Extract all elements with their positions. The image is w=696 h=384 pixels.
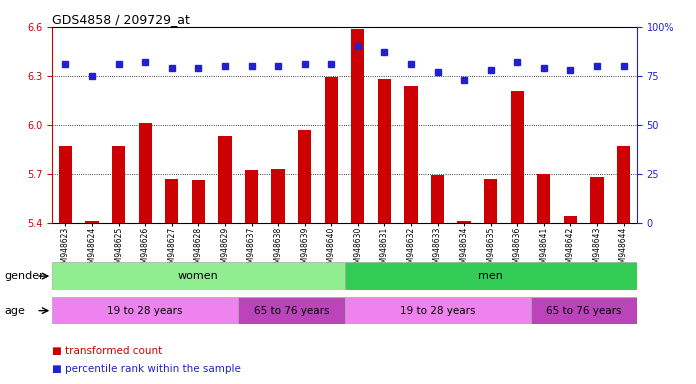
Text: 19 to 28 years: 19 to 28 years: [107, 306, 183, 316]
Bar: [298, 130, 311, 223]
Bar: [351, 28, 365, 223]
Bar: [617, 146, 630, 223]
Bar: [457, 221, 470, 223]
Bar: [238, 297, 345, 324]
Bar: [191, 180, 205, 223]
Bar: [404, 86, 418, 223]
Bar: [59, 146, 72, 223]
Text: ■ transformed count: ■ transformed count: [52, 346, 162, 356]
Bar: [271, 169, 285, 223]
Bar: [139, 123, 152, 223]
Text: gender: gender: [5, 271, 45, 281]
Bar: [537, 174, 551, 223]
Text: 65 to 76 years: 65 to 76 years: [253, 306, 329, 316]
Bar: [86, 221, 99, 223]
Bar: [165, 179, 178, 223]
Bar: [345, 297, 530, 324]
Text: women: women: [178, 271, 219, 281]
Text: 65 to 76 years: 65 to 76 years: [546, 306, 622, 316]
Bar: [378, 79, 391, 223]
Bar: [564, 216, 577, 223]
Bar: [590, 177, 603, 223]
Bar: [345, 262, 637, 290]
Bar: [245, 170, 258, 223]
Text: ■ percentile rank within the sample: ■ percentile rank within the sample: [52, 364, 241, 374]
Text: age: age: [5, 306, 26, 316]
Text: 19 to 28 years: 19 to 28 years: [400, 306, 475, 316]
Bar: [52, 297, 238, 324]
Bar: [431, 175, 444, 223]
Bar: [484, 179, 498, 223]
Bar: [52, 262, 345, 290]
Bar: [324, 78, 338, 223]
Bar: [219, 136, 232, 223]
Text: men: men: [478, 271, 503, 281]
Text: GDS4858 / 209729_at: GDS4858 / 209729_at: [52, 13, 190, 26]
Bar: [112, 146, 125, 223]
Bar: [530, 297, 637, 324]
Bar: [511, 91, 524, 223]
